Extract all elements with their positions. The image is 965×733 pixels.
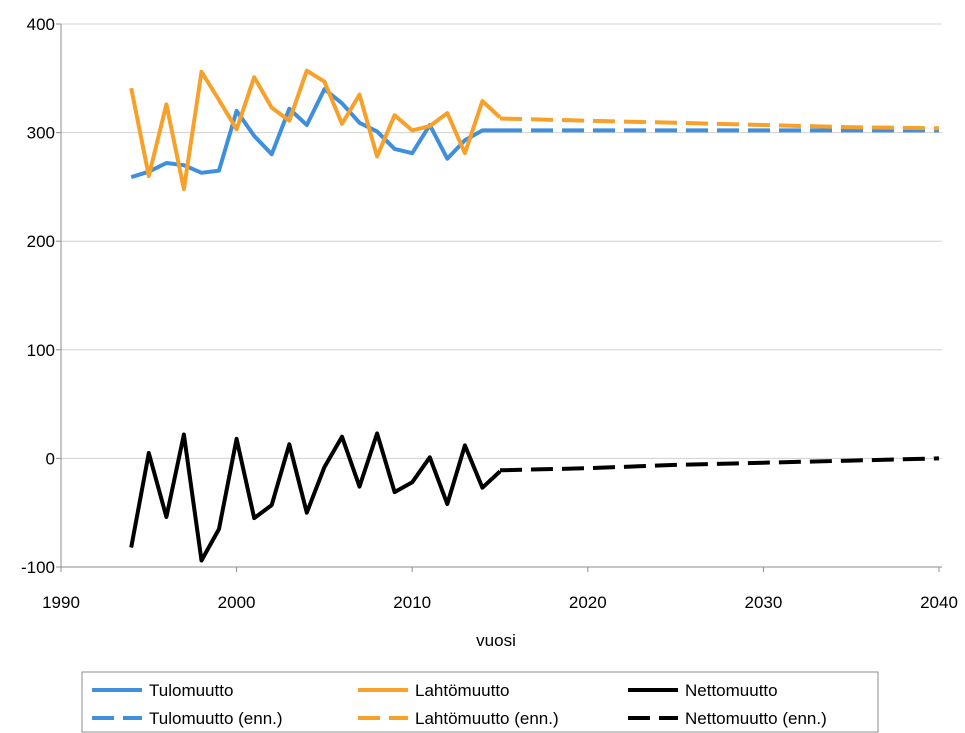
x-tick-label: 1990 bbox=[42, 593, 80, 612]
legend-label: Lahtömuutto (enn.) bbox=[415, 709, 559, 728]
y-tick-label: 0 bbox=[46, 449, 55, 468]
legend-label: Tulomuutto bbox=[149, 681, 233, 700]
legend-box bbox=[81, 671, 879, 733]
legend-label: Nettomuutto bbox=[685, 681, 778, 700]
x-tick-label: 2000 bbox=[218, 593, 256, 612]
y-tick-label: 300 bbox=[27, 124, 55, 143]
x-tick-label: 2010 bbox=[393, 593, 431, 612]
y-tick-labels: -100 0 100 200 300 400 bbox=[21, 15, 55, 577]
legend-label: Tulomuutto (enn.) bbox=[149, 709, 283, 728]
x-axis-title: vuosi bbox=[476, 631, 516, 650]
y-tick-label: -100 bbox=[21, 558, 55, 577]
x-tick-label: 2040 bbox=[920, 593, 958, 612]
x-tick-labels: 1990 2000 2010 2020 2030 2040 bbox=[42, 567, 958, 612]
axes bbox=[60, 24, 942, 568]
y-tick-label: 200 bbox=[27, 232, 55, 251]
legend: Tulomuutto Lahtömuutto Nettomuutto Tulomuut… bbox=[81, 671, 879, 733]
legend-label: Nettomuutto (enn.) bbox=[685, 709, 827, 728]
y-tick-label: 400 bbox=[27, 15, 55, 34]
y-tick-label: 100 bbox=[27, 341, 55, 360]
series-line-nettomuutto-enn bbox=[499, 456, 940, 473]
x-tick-label: 2020 bbox=[569, 593, 607, 612]
legend-label: Lahtömuutto bbox=[415, 681, 510, 700]
series-line-lahtömuutto-enn bbox=[499, 116, 940, 131]
series-line-lahtömuutto bbox=[129, 68, 502, 192]
series-line-nettomuutto bbox=[129, 431, 502, 563]
series-line-tulomuutto bbox=[130, 87, 500, 180]
series-lines bbox=[129, 68, 940, 563]
gridlines bbox=[56, 23, 942, 568]
x-tick-label: 2030 bbox=[744, 593, 782, 612]
